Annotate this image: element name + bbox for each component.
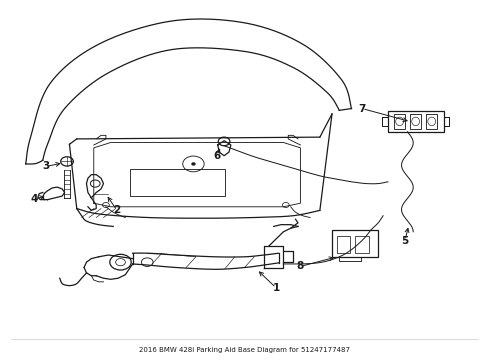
Circle shape (191, 162, 195, 165)
Text: 5: 5 (401, 236, 408, 246)
Bar (409, 114, 420, 129)
Bar (355, 236, 368, 253)
Text: 7: 7 (358, 104, 365, 113)
Text: 2016 BMW 428i Parking Aid Base Diagram for 51247177487: 2016 BMW 428i Parking Aid Base Diagram f… (139, 347, 349, 353)
Text: 6: 6 (213, 151, 220, 161)
Text: 4: 4 (31, 194, 38, 204)
Text: 1: 1 (272, 283, 279, 293)
Text: 2: 2 (113, 205, 121, 215)
Bar (130, 169, 224, 196)
Bar (331, 230, 377, 257)
Bar (387, 111, 443, 132)
Bar (336, 236, 350, 253)
Bar (393, 114, 404, 129)
Bar (426, 114, 436, 129)
Text: 8: 8 (296, 261, 304, 271)
Text: 3: 3 (42, 161, 50, 171)
